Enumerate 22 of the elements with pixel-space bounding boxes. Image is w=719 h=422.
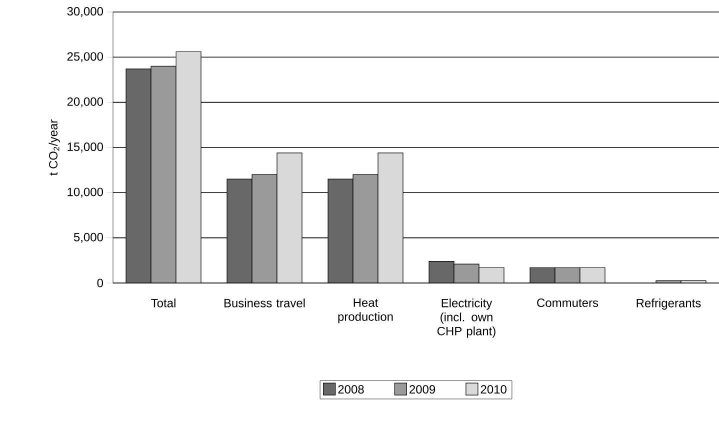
legend-label: 2008 [338,385,364,394]
y-tick-label: 10,000 [68,188,104,198]
bar [227,179,252,283]
x-tick-label: Total [151,298,176,308]
y-tick-label: 20,000 [67,97,104,108]
bar [530,267,556,283]
bar [429,261,454,283]
y-tick-label: 5,000 [74,232,104,243]
bar [328,179,354,283]
legend-label: 2009 [410,385,436,394]
legend-label: 2010 [480,385,506,394]
x-tick-label: Business travel [224,298,305,308]
y-tick-label: 0 [97,278,104,288]
y-tick-label: 30,000 [67,7,104,17]
x-tick-label: Refrigerants [636,298,701,310]
bar [126,68,152,283]
x-tick-label: Heat production [338,298,393,324]
y-tick-label: 15,000 [68,142,104,152]
x-tick-label: Electricity (incl. own CHP plant) [437,298,496,338]
x-tick-label: Commuters [537,298,598,308]
y-tick-label: 25,000 [67,52,104,62]
y-axis-title: t CO$_{2}$/year [48,120,60,176]
